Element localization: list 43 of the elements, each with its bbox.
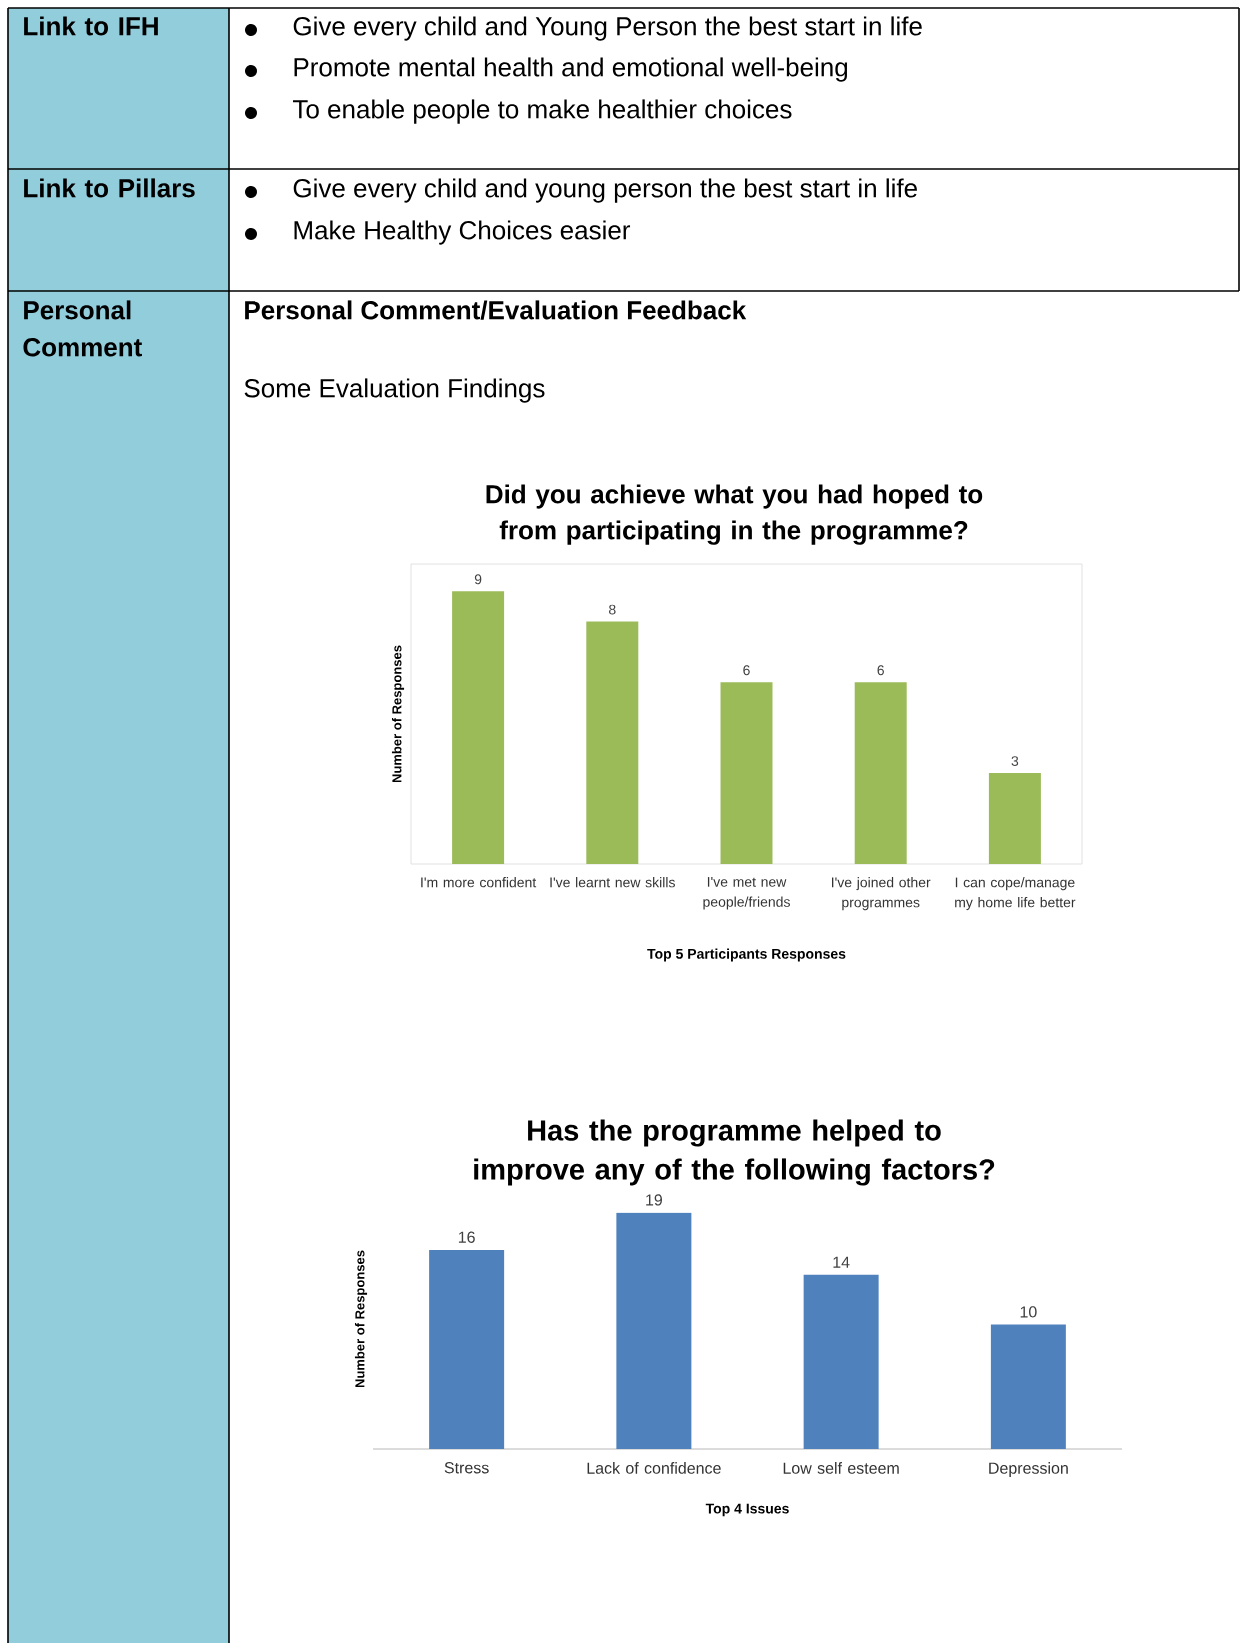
y-axis-title: Number of Responses xyxy=(391,645,405,783)
y-axis-title: Number of Responses xyxy=(354,1250,368,1388)
chart-title: Did you achieve what you had hoped to from participating in the programme? xyxy=(486,484,983,545)
text: Personal Comment/Evaluation Feedback xyxy=(245,300,747,320)
x-tick-label: I've learnt new skills xyxy=(550,877,675,888)
bar xyxy=(720,682,773,865)
bar xyxy=(452,591,505,865)
x-tick-label: I can cope/manage my home life better xyxy=(955,877,1076,911)
data-label: 16 xyxy=(458,1231,475,1243)
text: Link to IFH xyxy=(24,16,158,36)
text: Make Healthy Choices easier xyxy=(294,220,631,245)
text: Personal Comment xyxy=(23,300,142,357)
data-label: 6 xyxy=(743,665,750,676)
bar xyxy=(854,682,907,865)
bar xyxy=(803,1274,879,1450)
text: Promote mental health and emotional well-being xyxy=(294,57,848,82)
text: Some Evaluation Findings xyxy=(244,378,545,403)
x-tick-label: Depression xyxy=(989,1462,1068,1477)
data-label: 10 xyxy=(1020,1306,1037,1318)
bar xyxy=(586,621,639,865)
data-label: 19 xyxy=(646,1194,662,1206)
x-axis-title: Top 4 Issues xyxy=(705,1503,789,1517)
text: Give every child and young person the best start in life xyxy=(293,178,917,203)
x-tick-label: Low self esteem xyxy=(783,1462,899,1474)
bar xyxy=(990,1324,1066,1450)
bar xyxy=(429,1249,505,1450)
data-label: 14 xyxy=(833,1256,850,1268)
chart-title: Has the programme helped to improve any of the following factors? xyxy=(474,1119,995,1186)
x-tick-label: I've met new people/friends xyxy=(703,877,790,910)
data-label: 8 xyxy=(609,604,616,615)
x-axis-title: Top 5 Participants Responses xyxy=(647,948,846,962)
text: Link to Pillars xyxy=(24,178,195,198)
x-tick-label: Lack of confidence xyxy=(587,1462,721,1474)
x-tick-label: Stress xyxy=(444,1462,489,1474)
bar xyxy=(616,1212,692,1450)
data-label: 9 xyxy=(474,574,482,585)
x-tick-label: I've joined other programmes xyxy=(832,877,931,911)
data-label: 3 xyxy=(1011,756,1019,767)
text: Give every child and Young Person the best start in life xyxy=(293,16,922,41)
bar xyxy=(988,773,1041,865)
text: To enable people to make healthier choices xyxy=(293,99,792,124)
data-label: 6 xyxy=(877,665,884,676)
x-tick-label: I'm more confident xyxy=(421,877,537,888)
